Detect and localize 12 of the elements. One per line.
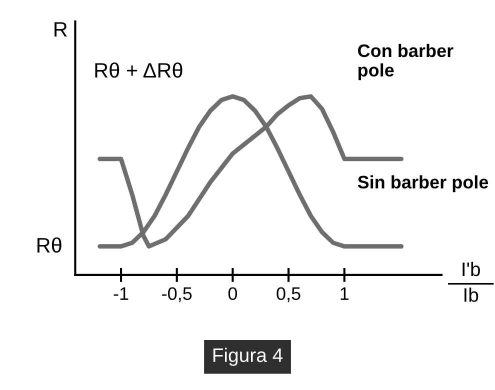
x-tick-label: 0 [228, 287, 238, 300]
x-tick-label: -1 [114, 287, 128, 300]
x-tick-label: -0,5 [162, 287, 192, 302]
text: Rθ + ΔRθ [95, 62, 182, 78]
text: Con barber pole [358, 44, 454, 80]
x-axis-title: I'b Ib [462, 262, 480, 302]
x-tick-label: 1 [340, 287, 349, 300]
annotation: Sin barber pole [358, 175, 488, 192]
text: Rθ [38, 237, 62, 253]
y-axis-title: R [54, 22, 67, 37]
text: Figura 4 [213, 348, 283, 366]
x-tick-label: 0,5 [276, 287, 300, 302]
